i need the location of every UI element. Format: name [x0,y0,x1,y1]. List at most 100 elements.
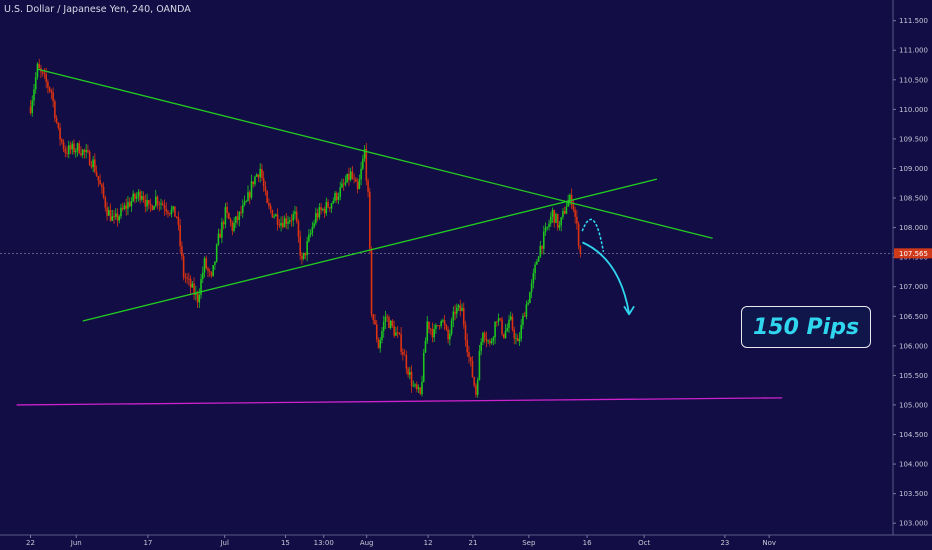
candle-body [102,186,105,198]
candle-body [163,205,166,209]
candle-body [539,245,542,257]
price-tick-label: 103.500 [899,490,928,498]
candle-body [125,205,127,209]
candle-body [355,179,357,182]
candle-body [99,180,101,185]
candle-body [332,200,335,204]
candle-body [142,195,145,200]
candle-body [201,272,204,280]
descending-resistance-line[interactable] [37,68,713,239]
candle-body [217,233,220,245]
candle-body [151,205,154,210]
candle-body [226,206,228,213]
candle-body [76,143,79,151]
candle-body [186,277,188,279]
candle-body [362,158,364,169]
candle-body [306,241,308,256]
candle-body [499,318,502,320]
time-tick-label: 21 [468,539,477,547]
candle-body [537,256,540,262]
projection-arrowhead [623,305,635,316]
candle-body [54,101,56,119]
candle-body [156,196,159,205]
candle-body [468,352,470,358]
candle-body [395,332,397,336]
candle-body [203,258,206,273]
candle-body [456,307,458,314]
candle-body [184,276,187,278]
candle-body [111,216,114,221]
candle-body [375,324,378,340]
price-tick-label: 104.500 [899,431,928,439]
candle-body [565,206,568,214]
candle-body [480,342,482,351]
candle-body [560,217,562,226]
candle-body [254,176,256,185]
candle-body [113,216,115,218]
candle-body [426,321,429,341]
candle-body [189,278,192,288]
price-axis: 103.000 103.500 104.000 104.500 105.000 105.5… [893,17,928,528]
candle-body [489,340,491,344]
candle-body [193,283,195,295]
candle-body [268,202,270,206]
candle-body [558,225,561,228]
candle-body [52,92,54,102]
candle-body [259,168,261,178]
candle-body [219,233,221,238]
candle-body [407,368,409,375]
candle-body [128,202,131,207]
trendlines[interactable] [16,68,783,406]
candle-body [161,203,164,206]
candle-body [94,159,96,172]
candle-body [175,216,178,218]
candle-body [360,168,362,180]
candle-body [365,149,368,181]
candle-body [233,222,235,231]
candle-body [66,152,68,154]
candle-body [257,174,260,178]
ascending-support-line[interactable] [82,178,658,322]
candle-body [325,202,328,214]
candle-body [475,385,477,395]
candle-body [579,245,582,254]
price-tick-label: 105.000 [899,401,928,409]
candle-body [172,206,174,210]
candle-body [59,127,61,140]
candle-body [57,122,60,128]
candle-body [81,149,84,156]
candle-body [34,77,37,90]
candle-body [297,221,300,237]
candle-body [95,171,98,177]
candle-body [353,178,355,180]
price-tick-label: 109.500 [899,135,928,143]
candle-body [335,192,338,201]
candle-body [523,315,526,317]
candle-body [43,72,46,75]
candle-body [271,210,274,218]
candle-body [290,220,293,222]
candle-body [167,211,169,214]
candle-body [342,183,345,185]
time-tick-label: Nov [762,539,776,547]
candle-body [424,340,427,353]
price-tick-label: 110.000 [899,106,928,114]
candle-body [212,264,214,276]
candle-body [316,213,319,218]
candle-body [188,278,190,280]
candle-body [466,340,469,353]
candle-body [292,214,295,221]
candle-body [419,387,422,394]
time-tick-label: Aug [360,539,374,547]
candle-body [487,340,489,342]
candle-body [130,201,133,207]
candle-body [127,202,129,209]
horizontal-support-line[interactable] [16,397,783,406]
candle-body [275,214,277,217]
candle-body [525,304,528,317]
candle-body [414,384,416,386]
candle-body [262,177,265,187]
candle-body [502,333,505,338]
